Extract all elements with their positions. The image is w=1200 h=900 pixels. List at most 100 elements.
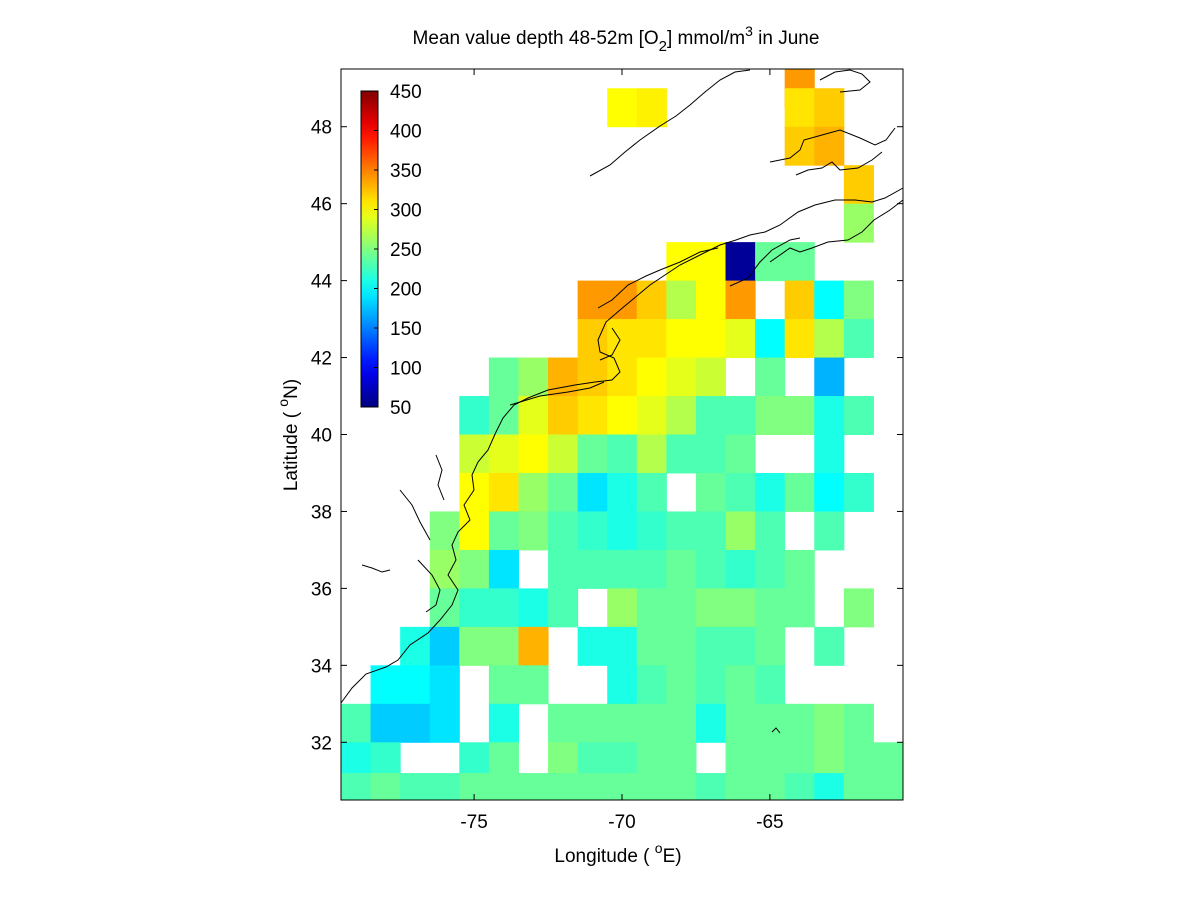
data-cell <box>636 626 667 666</box>
data-cell <box>755 472 786 512</box>
colorbar: 50 100 150 200 250 300 350 400 450 <box>360 82 422 419</box>
y-tick-label: 40 <box>311 426 332 447</box>
data-cell <box>814 357 845 397</box>
data-cell <box>518 396 549 435</box>
data-cell <box>429 588 460 628</box>
data-cell <box>548 588 579 628</box>
coastline <box>340 69 904 734</box>
data-cell <box>577 434 608 474</box>
plot-area: -75 -70 -65 32 34 36 38 40 42 44 46 48 <box>311 68 904 833</box>
chart-title: Mean value depth 48-52m [O2] mmol/m3 in … <box>413 23 820 55</box>
data-cell <box>784 549 815 589</box>
data-cell <box>548 357 579 397</box>
x-tick-label: -75 <box>460 812 487 833</box>
data-cell <box>607 626 638 666</box>
data-cell <box>577 773 608 801</box>
data-cell <box>607 665 638 705</box>
data-cell <box>577 626 608 666</box>
data-cell <box>636 280 667 320</box>
data-cell <box>784 280 815 320</box>
data-cell <box>400 703 431 743</box>
data-cell <box>548 434 579 474</box>
data-cell <box>577 472 608 512</box>
colorbar-tick-label: 350 <box>390 161 422 182</box>
data-cell <box>725 319 756 359</box>
data-cell <box>607 357 638 397</box>
y-tick-label: 44 <box>311 272 333 293</box>
data-cell <box>577 549 608 589</box>
data-cell <box>755 511 786 551</box>
data-cell <box>577 280 608 320</box>
data-cell <box>636 396 667 435</box>
data-cell <box>755 588 786 628</box>
data-cell <box>607 319 638 359</box>
data-cell <box>666 511 697 551</box>
data-cell <box>843 280 874 320</box>
data-cell <box>636 434 667 474</box>
data-cell <box>429 703 460 743</box>
data-cell <box>607 549 638 589</box>
data-cell <box>548 511 579 551</box>
data-cell <box>814 280 845 320</box>
data-cell <box>488 434 519 474</box>
data-cell <box>666 665 697 705</box>
data-cell <box>725 773 756 801</box>
data-cell <box>695 319 727 359</box>
data-cell <box>666 626 697 666</box>
data-cell <box>370 773 401 801</box>
data-cell <box>695 434 727 474</box>
colorbar-tick-label: 50 <box>390 398 411 419</box>
x-tick-label: -70 <box>608 812 635 833</box>
data-cell <box>577 396 608 435</box>
data-cell <box>636 319 667 359</box>
data-cell <box>488 472 519 512</box>
data-cell <box>814 434 845 474</box>
data-cell <box>666 773 697 801</box>
data-cell <box>843 203 874 243</box>
data-cell <box>814 773 845 801</box>
y-tick-label: 42 <box>311 349 332 370</box>
data-cell <box>488 396 519 435</box>
data-cell <box>518 357 549 397</box>
data-cell <box>814 511 845 551</box>
data-cell <box>695 588 727 628</box>
data-cell <box>518 511 549 551</box>
data-cell <box>577 319 608 359</box>
data-cell <box>607 511 638 551</box>
data-cell <box>695 626 727 666</box>
data-cell <box>400 773 431 801</box>
data-cell <box>548 703 579 743</box>
data-cell <box>695 357 727 397</box>
data-cell <box>755 549 786 589</box>
data-cell <box>755 357 786 397</box>
data-cell <box>755 665 786 705</box>
data-cell <box>488 626 519 666</box>
data-cell <box>666 703 697 743</box>
data-cell <box>548 773 579 801</box>
data-cell <box>577 357 608 397</box>
x-axis-label: Longitude ( oE) <box>554 840 681 867</box>
y-axis-label: Latitude ( oN) <box>275 379 302 491</box>
colorbar-tick-label: 300 <box>390 201 422 222</box>
data-cell <box>636 588 667 628</box>
data-cell <box>548 472 579 512</box>
data-cell <box>666 396 697 435</box>
data-cell <box>488 665 519 705</box>
data-cell <box>843 773 874 801</box>
data-cell <box>518 665 549 705</box>
data-cell <box>607 703 638 743</box>
data-cell <box>370 665 401 705</box>
data-cell <box>666 357 697 397</box>
data-cell <box>607 396 638 435</box>
data-cell <box>755 703 786 743</box>
data-cell <box>607 88 638 128</box>
data-cell <box>784 396 815 435</box>
data-cell <box>459 549 490 589</box>
data-cell <box>370 703 401 743</box>
data-cell <box>341 703 372 743</box>
data-cell <box>488 773 519 801</box>
data-cell <box>636 88 667 128</box>
data-cell <box>725 396 756 435</box>
y-tick-label: 32 <box>311 733 332 754</box>
data-cell <box>725 665 756 705</box>
